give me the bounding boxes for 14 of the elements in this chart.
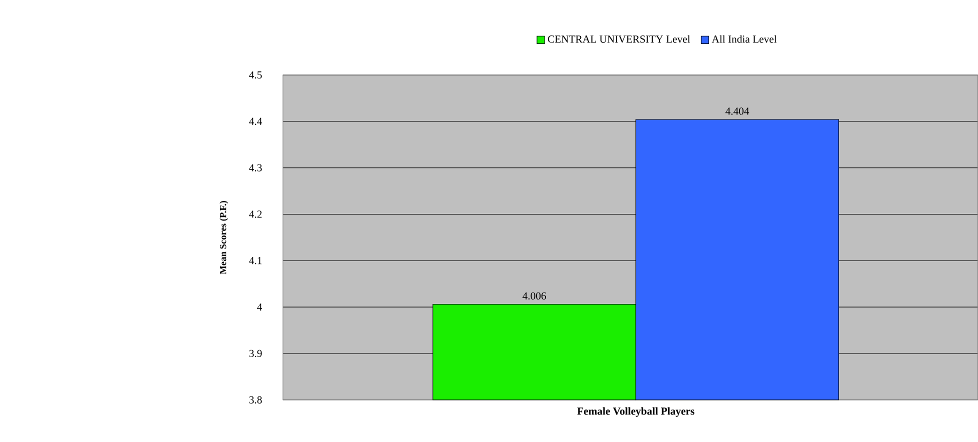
y-tick-label: 4.4: [249, 118, 262, 126]
legend-label: CENTRAL UNIVERSITY Level: [548, 35, 690, 43]
data-label: 4.404: [725, 108, 750, 115]
data-label: 4.006: [522, 292, 546, 300]
y-tick-label: 3.8: [249, 396, 262, 404]
legend-label: All India Level: [712, 35, 777, 43]
y-tick-label: 4.2: [249, 210, 262, 218]
y-tick-label: 4.5: [249, 71, 262, 79]
y-axis-title: Mean Scores (P.F.): [220, 201, 228, 274]
x-tick-label: Female Volleyball Players: [577, 407, 694, 418]
y-tick-label: 4.3: [249, 164, 262, 172]
y-tick-label: 4.1: [249, 257, 262, 264]
y-tick-label: 4: [257, 304, 262, 311]
y-tick-label: 3.9: [249, 350, 262, 358]
